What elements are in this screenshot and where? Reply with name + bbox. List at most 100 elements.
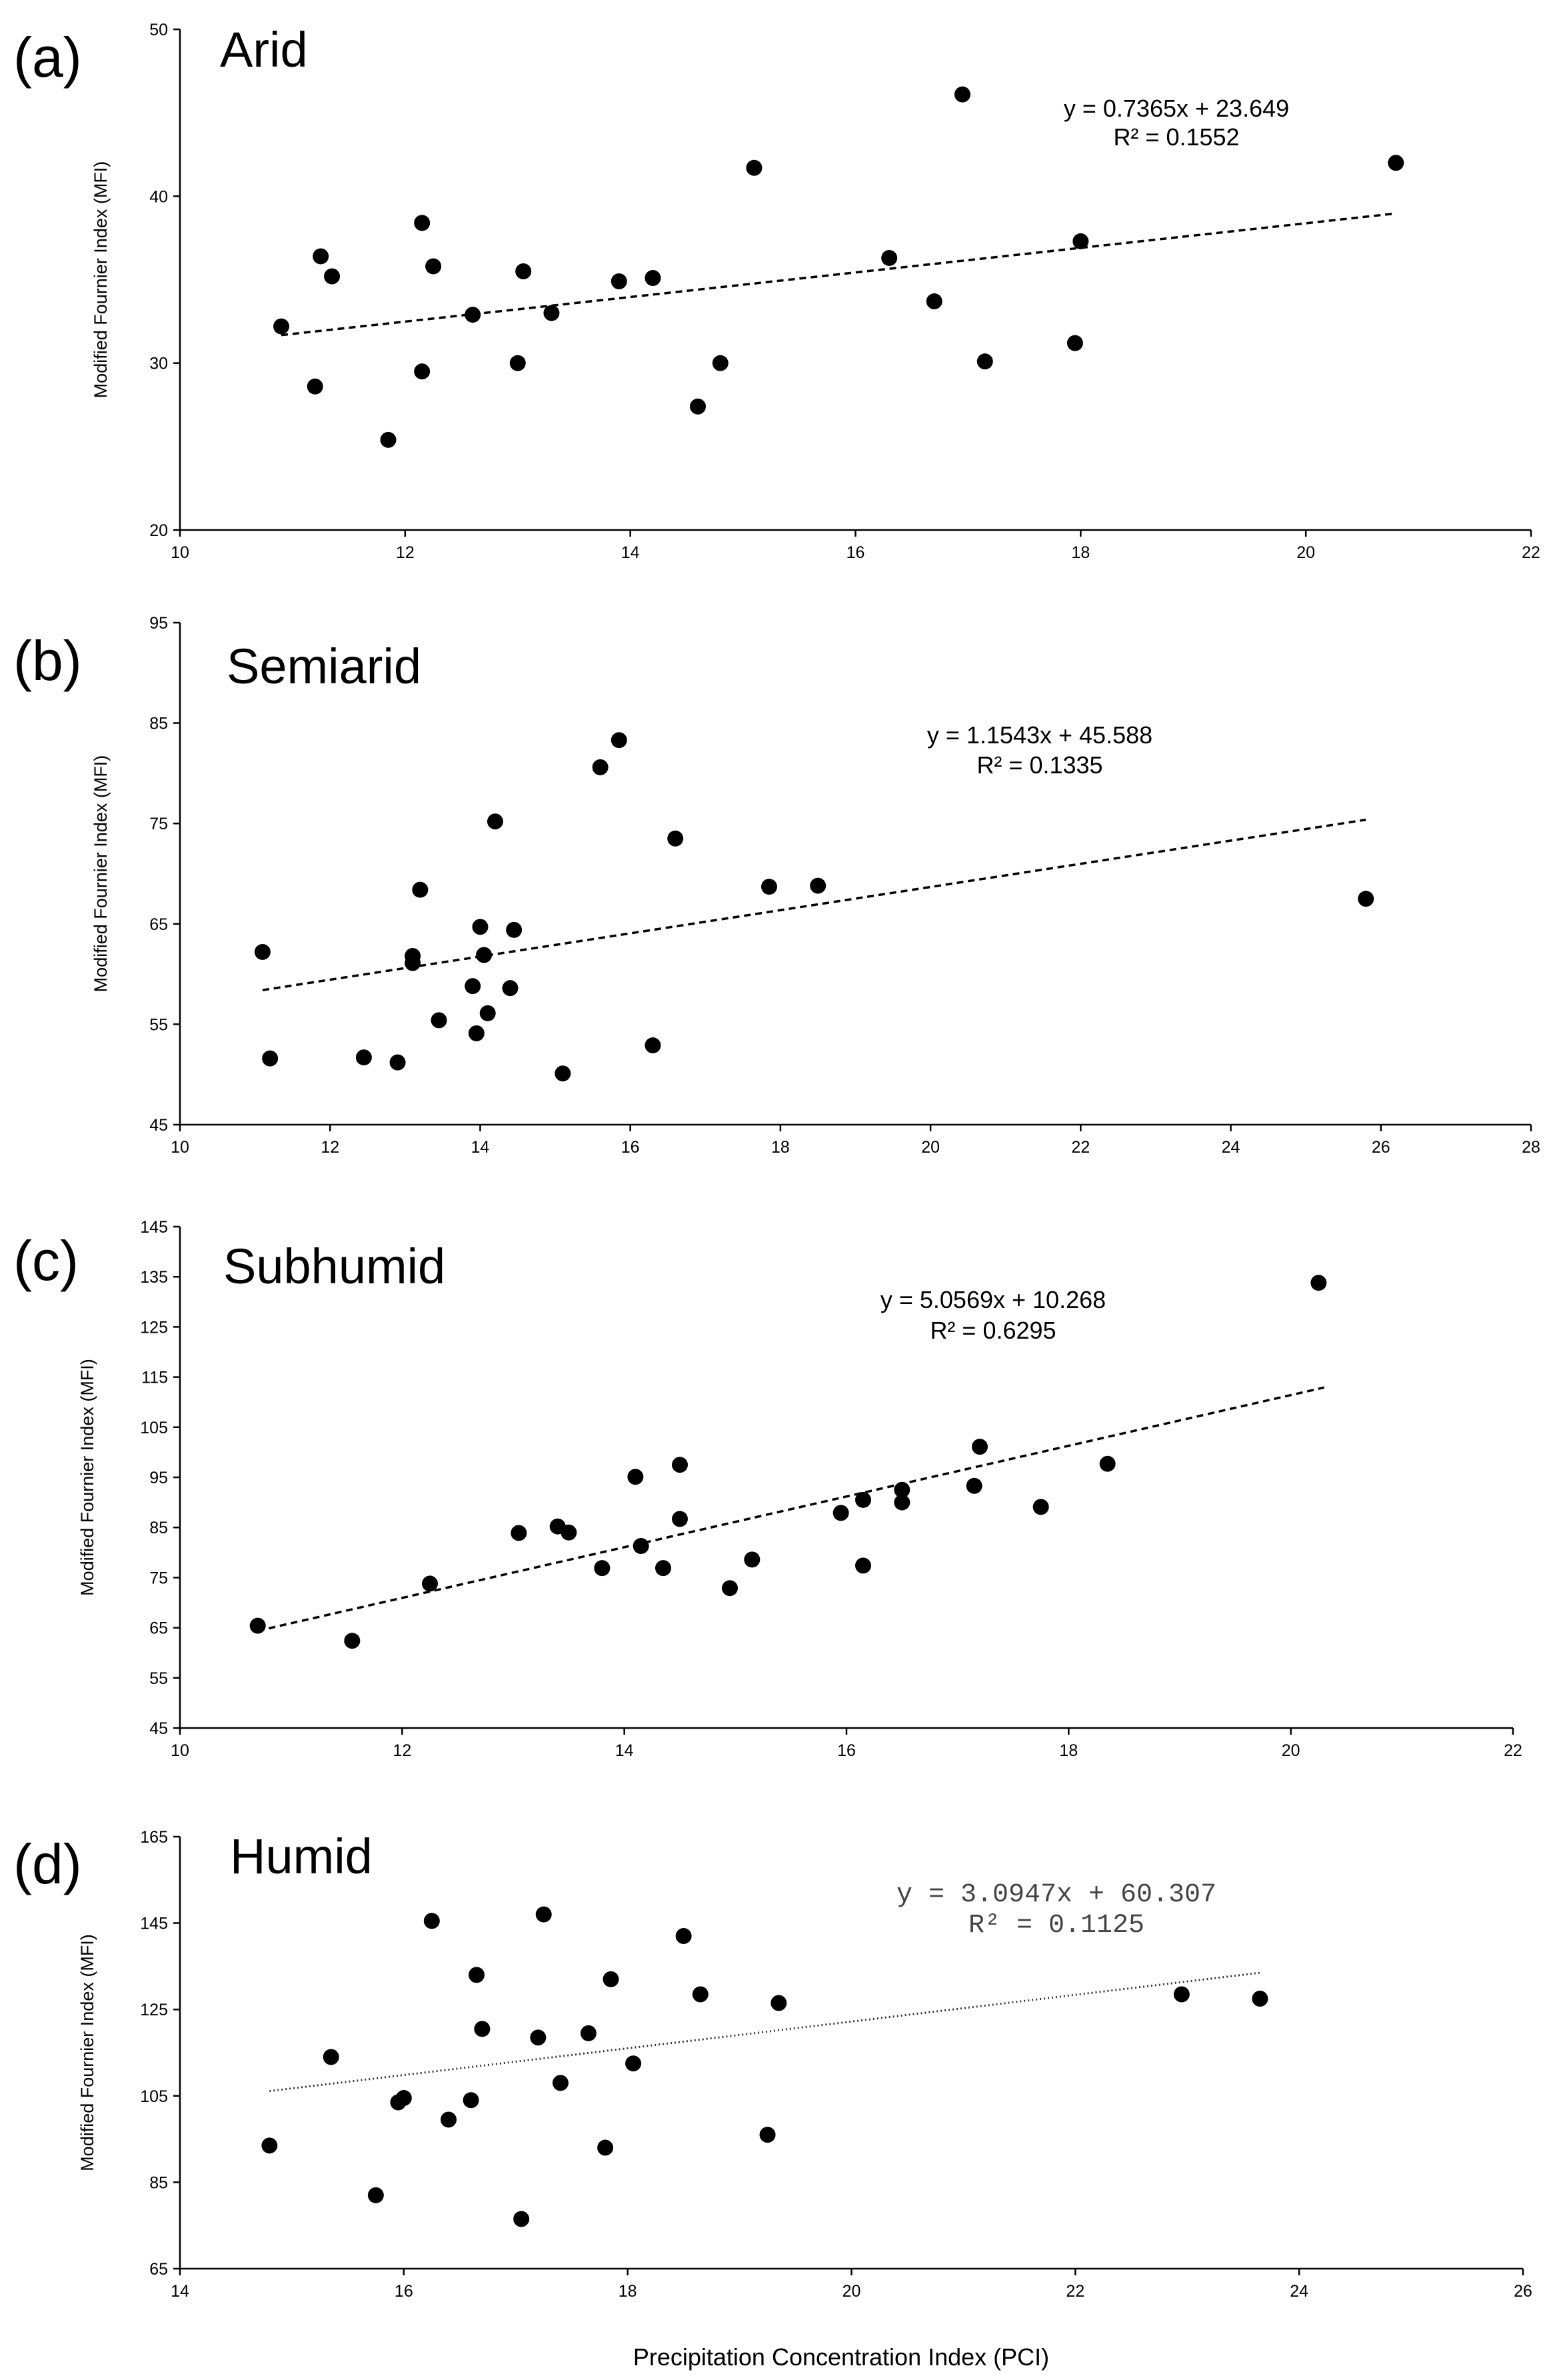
data-point bbox=[1099, 1455, 1116, 1472]
data-point bbox=[1173, 1986, 1190, 2003]
panel-title: Subhumid bbox=[223, 1239, 445, 1294]
data-point bbox=[344, 1633, 361, 1649]
data-point bbox=[535, 1906, 552, 1923]
data-point bbox=[472, 919, 489, 935]
y-tick-label: 65 bbox=[149, 915, 168, 934]
data-point bbox=[422, 1575, 438, 1592]
x-tick-label: 18 bbox=[1059, 1741, 1078, 1760]
data-point bbox=[592, 759, 609, 775]
x-tick-label: 24 bbox=[1222, 1138, 1240, 1157]
data-point bbox=[515, 263, 532, 279]
data-point bbox=[894, 1481, 910, 1498]
data-point bbox=[926, 293, 942, 310]
y-tick-label: 50 bbox=[149, 21, 168, 39]
x-tick-label: 22 bbox=[1066, 2282, 1084, 2301]
x-tick-label: 20 bbox=[842, 2282, 861, 2301]
y-tick-label: 40 bbox=[149, 187, 168, 206]
y-tick-label: 85 bbox=[149, 1519, 168, 1537]
regression-equation: y = 1.1543x + 45.588 bbox=[927, 721, 1152, 749]
y-tick-label: 55 bbox=[149, 1015, 168, 1034]
trendline bbox=[269, 1971, 1260, 2093]
data-point bbox=[645, 269, 661, 286]
y-tick-label: 95 bbox=[149, 1469, 168, 1487]
data-point bbox=[1072, 233, 1089, 249]
data-point bbox=[476, 947, 493, 963]
data-point bbox=[645, 1037, 661, 1054]
data-point bbox=[509, 355, 526, 371]
x-tick-label: 26 bbox=[1372, 1138, 1390, 1157]
data-point bbox=[367, 2187, 384, 2203]
data-point bbox=[313, 248, 329, 265]
x-tick-label: 14 bbox=[471, 1138, 490, 1157]
data-point bbox=[611, 273, 627, 290]
data-point bbox=[667, 830, 684, 847]
data-point bbox=[465, 978, 481, 995]
data-point bbox=[722, 1580, 738, 1597]
data-point bbox=[1032, 1499, 1049, 1515]
x-tick-label: 10 bbox=[171, 543, 189, 562]
x-tick-label: 22 bbox=[1522, 543, 1540, 562]
y-tick-label: 65 bbox=[149, 1619, 168, 1638]
x-tick-label: 10 bbox=[171, 1741, 189, 1760]
data-point bbox=[881, 249, 898, 266]
data-point bbox=[412, 881, 429, 898]
y-tick-label: 20 bbox=[149, 521, 168, 540]
data-point bbox=[1388, 155, 1404, 171]
y-tick-label: 45 bbox=[149, 1116, 168, 1135]
y-tick-label: 85 bbox=[149, 2173, 168, 2192]
y-tick-label: 75 bbox=[149, 1569, 168, 1587]
data-point bbox=[954, 86, 970, 103]
y-tick-label: 55 bbox=[149, 1669, 168, 1688]
data-point bbox=[675, 1928, 692, 1945]
data-point bbox=[746, 159, 763, 176]
x-tick-label: 20 bbox=[1282, 1741, 1300, 1760]
y-tick-label: 125 bbox=[140, 1318, 168, 1337]
y-axis-title: Modified Fournier Index (MFI) bbox=[77, 1934, 97, 2171]
panel-arid: (a) Arid 20 30 40 50 10 12 14 16 18 20 22 Modified Fo… bbox=[13, 21, 1540, 562]
data-point bbox=[323, 2049, 339, 2065]
x-tick-label: 28 bbox=[1522, 1138, 1540, 1157]
data-point bbox=[810, 877, 826, 894]
trendline bbox=[262, 818, 1366, 991]
data-point bbox=[324, 268, 341, 285]
r-squared-label: R² = 0.1552 bbox=[1113, 123, 1239, 151]
y-tick-label: 45 bbox=[149, 1719, 168, 1738]
x-tick-label: 18 bbox=[1071, 543, 1090, 562]
x-tick-label: 12 bbox=[393, 1741, 411, 1760]
data-point bbox=[1310, 1275, 1327, 1291]
data-point bbox=[431, 1012, 447, 1029]
panel-letter: (b) bbox=[13, 629, 82, 692]
data-point bbox=[655, 1560, 671, 1577]
panels-group: (a) Arid 20 30 40 50 10 12 14 16 18 20 22 Modified Fo… bbox=[13, 21, 1540, 2301]
data-point bbox=[468, 1025, 485, 1041]
data-point bbox=[530, 2029, 547, 2046]
data-point bbox=[389, 1054, 406, 1071]
x-tick-label: 22 bbox=[1071, 1138, 1090, 1157]
r-squared-label: R² = 0.1125 bbox=[968, 1911, 1144, 1941]
data-point bbox=[672, 1511, 688, 1527]
data-point bbox=[425, 258, 442, 275]
data-point bbox=[414, 363, 431, 380]
data-point bbox=[611, 732, 627, 749]
y-axis-title: Modified Fournier Index (MFI) bbox=[91, 755, 111, 993]
panel-title: Arid bbox=[220, 22, 308, 77]
data-point bbox=[479, 1005, 496, 1021]
data-point bbox=[395, 2090, 412, 2107]
data-point bbox=[474, 2021, 491, 2037]
data-point bbox=[855, 1491, 871, 1508]
x-tick-label: 16 bbox=[395, 2282, 413, 2301]
data-point bbox=[405, 955, 421, 971]
y-tick-label: 30 bbox=[149, 355, 168, 373]
panel-title: Semiarid bbox=[227, 639, 421, 694]
data-point bbox=[625, 2055, 642, 2072]
data-point bbox=[261, 2137, 278, 2154]
data-point bbox=[972, 1439, 988, 1455]
data-point bbox=[1066, 335, 1083, 351]
data-point bbox=[511, 1525, 527, 1541]
data-point bbox=[254, 943, 271, 960]
regression-equation: y = 0.7365x + 23.649 bbox=[1064, 95, 1289, 122]
data-point bbox=[771, 1995, 787, 2011]
data-point bbox=[603, 1971, 619, 1987]
data-point bbox=[249, 1617, 266, 1634]
data-point bbox=[966, 1477, 982, 1494]
